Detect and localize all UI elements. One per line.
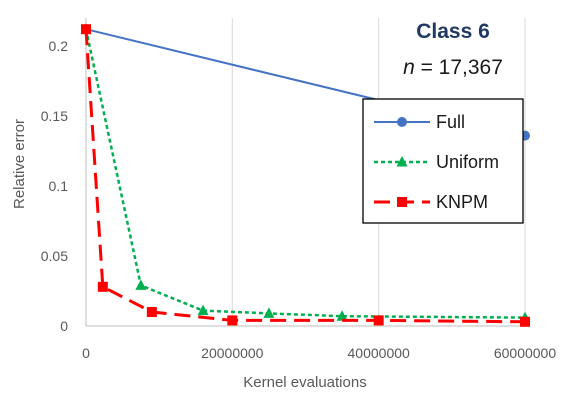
x-tick-label-0: 0 — [82, 345, 90, 361]
legend-label-uniform: Uniform — [436, 152, 499, 172]
data-point-knpm-5 — [520, 316, 530, 327]
subtitle-value: = 17,367 — [415, 56, 503, 79]
data-point-knpm-1 — [97, 281, 108, 292]
y-tick-label-2: 0.1 — [49, 178, 69, 194]
subtitle-variable: n — [403, 56, 415, 79]
data-point-uniform-3 — [263, 307, 275, 318]
data-point-uniform-2 — [197, 304, 209, 316]
data-point-knpm-3 — [227, 315, 238, 326]
data-point-uniform-1 — [135, 279, 147, 290]
x-tick-label-2: 40000000 — [348, 345, 411, 361]
legend-marker-uniform — [396, 156, 408, 167]
legend-marker-knpm — [397, 197, 407, 207]
data-point-knpm-0 — [81, 24, 91, 35]
y-tick-label-1: 0.05 — [41, 248, 68, 264]
data-point-knpm-4 — [373, 315, 384, 326]
y-tick-label-0: 0 — [60, 318, 68, 334]
y-tick-label-3: 0.15 — [41, 108, 68, 124]
x-tick-labels: 0 20000000 40000000 60000000 — [82, 345, 556, 361]
legend-marker-full — [397, 117, 407, 127]
y-tick-labels: 0 0.05 0.1 0.15 0.2 — [41, 38, 68, 334]
x-axis-title: Kernel evaluations — [243, 374, 366, 391]
x-tick-label-1: 20000000 — [201, 345, 264, 361]
series-line-knpm — [84, 29, 526, 324]
legend-label-knpm: KNPM — [436, 192, 488, 212]
grid-lines — [85, 18, 526, 327]
series-group — [80, 23, 531, 327]
chart-subtitle: n = 17,367 — [403, 56, 503, 79]
x-tick-label-3: 60000000 — [494, 345, 557, 361]
y-axis-title: Relative error — [11, 119, 28, 209]
chart-title: Class 6 — [416, 20, 490, 43]
data-point-uniform-4 — [336, 310, 348, 321]
y-tick-label-4: 0.2 — [49, 38, 69, 54]
legend: Full Uniform KNPM — [362, 98, 524, 224]
data-point-knpm-2 — [146, 307, 157, 317]
legend-label-full: Full — [436, 112, 465, 132]
series-line-uniform — [84, 28, 526, 319]
